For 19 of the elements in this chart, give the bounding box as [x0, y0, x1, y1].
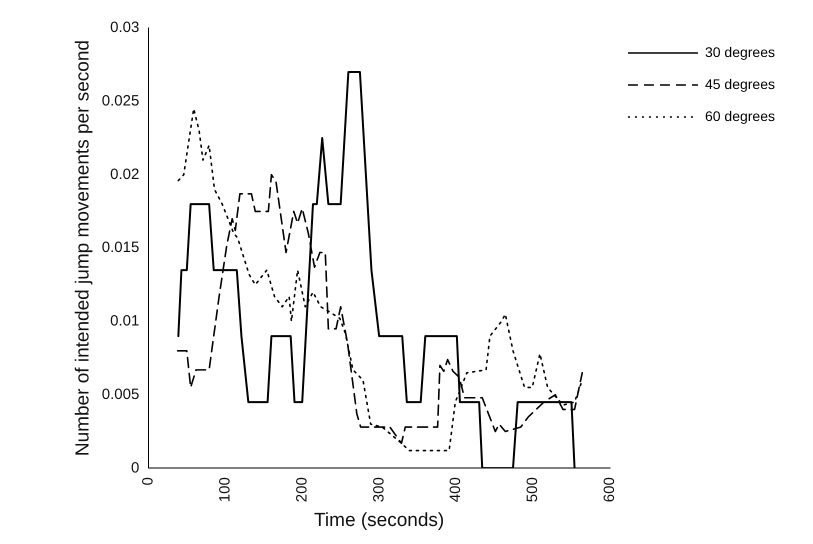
- y-tick-label: 0.01: [110, 312, 140, 330]
- legend-label: 45 degrees: [704, 76, 776, 92]
- x-tick-label: 200: [293, 477, 310, 502]
- x-tick-label: 500: [524, 477, 542, 502]
- y-tick-label: 0.015: [102, 239, 140, 256]
- x-tick-label: 300: [370, 477, 388, 502]
- x-axis-title: Time (seconds): [314, 510, 444, 531]
- y-tick-label: 0.02: [110, 166, 140, 183]
- y-tick-label: 0: [130, 459, 140, 476]
- legend-label: 30 degrees: [704, 44, 776, 60]
- y-tick-label: 0.005: [102, 386, 140, 403]
- legend-label: 60 degrees: [704, 108, 776, 124]
- x-tick-label: 100: [216, 477, 234, 502]
- x-tick-label: 0: [139, 477, 156, 486]
- y-axis-title: Number of intended jump movements per second: [72, 40, 94, 456]
- x-tick-label: 600: [601, 477, 618, 502]
- y-tick-label: 0.03: [110, 19, 140, 36]
- x-tick-label: 400: [447, 477, 464, 502]
- y-tick-label: 0.025: [102, 92, 140, 110]
